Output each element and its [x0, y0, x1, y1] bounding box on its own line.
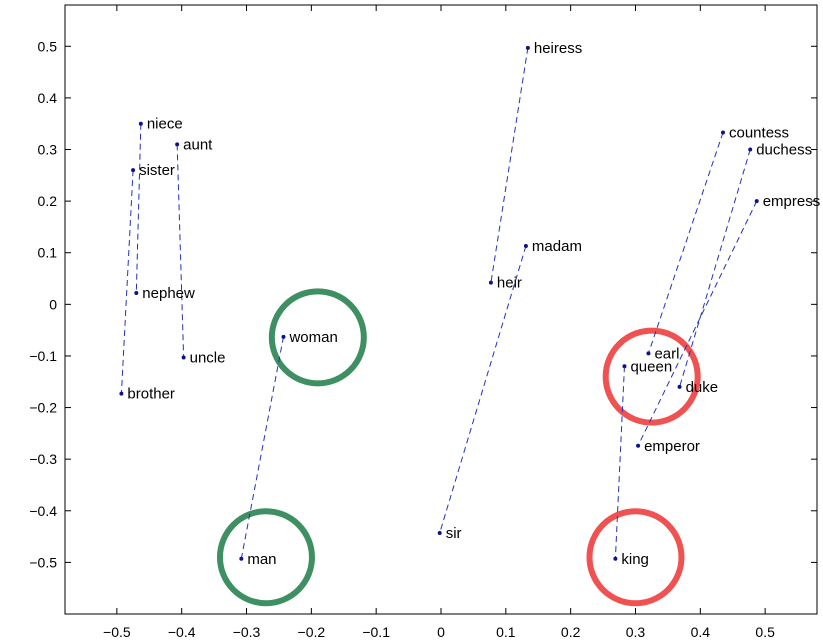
point-woman	[281, 334, 286, 339]
highlight-circles	[216, 288, 701, 607]
y-tick-label: 0.3	[38, 142, 58, 158]
point-label-brother: brother	[127, 386, 175, 403]
point-label-duchess: duchess	[756, 142, 812, 159]
point-label-man: man	[247, 551, 276, 568]
point-niece	[138, 121, 143, 126]
point-label-queen: queen	[630, 358, 672, 375]
x-tick-label: −0.4	[168, 624, 196, 640]
point-label-heir: heir	[497, 275, 522, 292]
pair-line-aunt-uncle	[176, 144, 185, 358]
data-points	[119, 45, 759, 561]
point-label-nephew: nephew	[142, 285, 195, 302]
point-label-madam: madam	[532, 238, 582, 255]
point-madam	[523, 244, 528, 249]
point-duke	[677, 384, 682, 389]
pair-line-duchess-duke	[679, 149, 751, 388]
x-tick-label: −0.2	[298, 624, 326, 640]
y-axis: 0.5 0.4 0.3 0.2 0.1 0 −0.1 −0.2 −0.3 −0.4 −0.5	[29, 38, 817, 570]
point-duchess	[748, 147, 753, 152]
point-label-empress: empress	[763, 193, 821, 210]
point-earl	[646, 351, 651, 356]
point-aunt	[175, 142, 180, 147]
y-tick-label: −0.2	[29, 400, 57, 416]
point-uncle	[181, 355, 186, 360]
point-label-emperor: emperor	[644, 438, 700, 455]
point-man	[239, 556, 244, 561]
pair-line-empress-emperor	[637, 200, 758, 446]
point-nephew	[134, 290, 139, 295]
x-tick-label: 0.2	[561, 624, 581, 640]
point-label-sir: sir	[446, 525, 462, 542]
highlight-circle-3	[602, 327, 701, 426]
x-tick-label: 0.3	[626, 624, 646, 640]
y-tick-label: −0.5	[29, 554, 57, 570]
highlight-circle-4	[586, 508, 685, 607]
x-tick-label: 0.5	[755, 624, 775, 640]
pair-line-woman-man	[240, 336, 284, 559]
y-tick-label: 0.5	[38, 38, 58, 54]
y-tick-label: −0.3	[29, 451, 57, 467]
point-label-niece: niece	[147, 116, 183, 133]
point-empress	[754, 199, 759, 204]
highlight-circle-1	[268, 288, 367, 387]
point-label-sister: sister	[139, 162, 175, 179]
point-label-earl: earl	[654, 345, 679, 362]
pair-lines	[120, 47, 758, 559]
point-sir	[437, 530, 442, 535]
pair-line-queen-king	[614, 366, 625, 559]
point-brother	[119, 391, 124, 396]
point-countess	[721, 130, 725, 135]
point-label-uncle: uncle	[190, 349, 226, 366]
x-tick-label: −0.1	[362, 624, 390, 640]
point-queen	[622, 364, 627, 369]
point-label-countess: countess	[729, 124, 789, 141]
point-sister	[131, 168, 136, 173]
highlight-circle-2	[216, 508, 315, 607]
y-tick-label: 0.4	[38, 90, 58, 106]
pair-line-sister-brother	[120, 170, 134, 394]
y-tick-label: 0.2	[38, 193, 58, 209]
pair-line-countess-earl	[647, 132, 724, 354]
point-label-heiress: heiress	[534, 40, 582, 57]
x-tick-label: −0.5	[103, 624, 131, 640]
x-axis: −0.5 −0.4 −0.3 −0.2 −0.1 0 0.1 0.2 0.3 0.4 0.5	[103, 5, 775, 640]
x-tick-label: 0.4	[691, 624, 711, 640]
point-label-woman: woman	[288, 329, 337, 346]
y-tick-label: 0.1	[38, 245, 58, 261]
y-tick-label: −0.4	[29, 503, 57, 519]
point-heiress	[525, 45, 530, 50]
x-tick-label: 0	[437, 624, 445, 640]
point-heir	[488, 280, 493, 285]
point-emperor	[636, 443, 641, 448]
point-label-aunt: aunt	[183, 136, 213, 153]
pair-line-niece-nephew	[135, 123, 142, 293]
point-label-duke: duke	[686, 379, 719, 396]
pair-line-heiress-heir	[490, 47, 529, 283]
y-tick-label: 0	[49, 296, 57, 312]
point-label-king: king	[621, 551, 649, 568]
y-tick-label: −0.1	[29, 348, 57, 364]
point-king	[613, 556, 618, 561]
x-tick-label: 0.1	[496, 624, 516, 640]
x-tick-label: −0.3	[233, 624, 261, 640]
